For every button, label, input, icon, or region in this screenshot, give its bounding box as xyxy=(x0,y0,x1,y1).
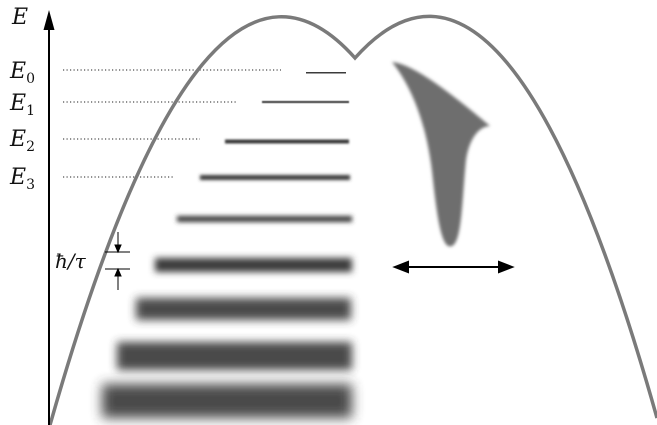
energy-level-0 xyxy=(306,72,346,74)
arrow-down-icon xyxy=(114,244,122,254)
level-label-0: E0 xyxy=(9,59,35,87)
energy-level-7 xyxy=(117,342,352,370)
level-label-3: E3 xyxy=(9,165,35,193)
energy-level-4 xyxy=(177,216,352,222)
energy-level-6 xyxy=(136,298,351,320)
double-arrow-icon xyxy=(392,260,515,274)
energy-level-1 xyxy=(262,101,349,103)
level-guides xyxy=(63,69,281,178)
arrow-up-icon xyxy=(43,10,55,30)
energy-level-5 xyxy=(155,258,352,272)
level-label-1: E1 xyxy=(9,91,35,119)
axis-label: E xyxy=(11,5,28,30)
linewidth-label: ħ/τ xyxy=(55,249,87,273)
energy-level-2 xyxy=(225,139,349,144)
energy-level-3 xyxy=(200,175,350,180)
energy-levels xyxy=(102,72,352,418)
wavepacket xyxy=(392,62,490,247)
linewidth-marker xyxy=(105,232,130,290)
arrow-up-small-icon xyxy=(114,267,122,277)
energy-level-8 xyxy=(102,384,352,418)
level-label-2: E2 xyxy=(9,127,35,155)
potential-curve xyxy=(48,14,657,425)
